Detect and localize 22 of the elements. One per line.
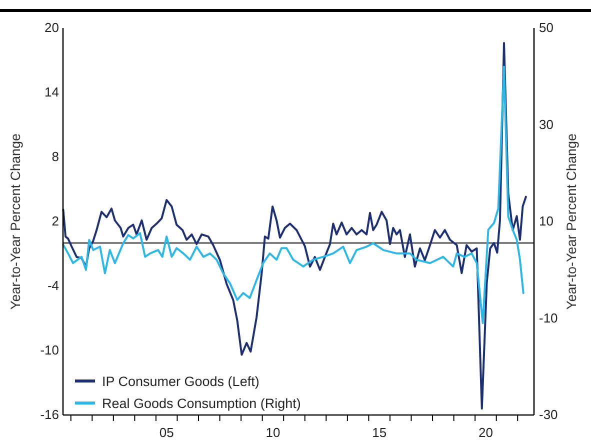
- y-tick-label: 2: [52, 214, 59, 228]
- y-tick-label: 8: [52, 149, 59, 164]
- y2-tick-label: 50: [539, 20, 554, 35]
- line-series: [62, 66, 524, 324]
- x-tick-label: 05: [159, 425, 174, 440]
- y-tick-label: 14: [44, 84, 59, 100]
- legend-label: Real Goods Consumption (Right): [102, 396, 301, 411]
- legend-label: IP Consumer Goods (Left): [102, 374, 260, 389]
- y2-tick-label: -10: [539, 310, 558, 326]
- y-tick-label: -16: [40, 407, 59, 422]
- y-tick-label: -10: [40, 342, 59, 358]
- y-axis-title: Year-to-Year Percent Change: [8, 133, 23, 310]
- line-series: [62, 42, 527, 410]
- y2-axis-title: Year-to-Year Percent Change: [564, 133, 579, 310]
- y2-tick-label: 30: [539, 116, 554, 132]
- x-tick-label: 20: [478, 425, 493, 440]
- y2-tick-label: -30: [539, 407, 558, 422]
- y-tick-label: -4: [47, 278, 59, 293]
- y2-tick-label: 10: [539, 214, 554, 228]
- x-tick-label: 15: [372, 425, 387, 440]
- x-tick-label: 10: [266, 425, 280, 440]
- y-tick-label: 20: [44, 20, 59, 35]
